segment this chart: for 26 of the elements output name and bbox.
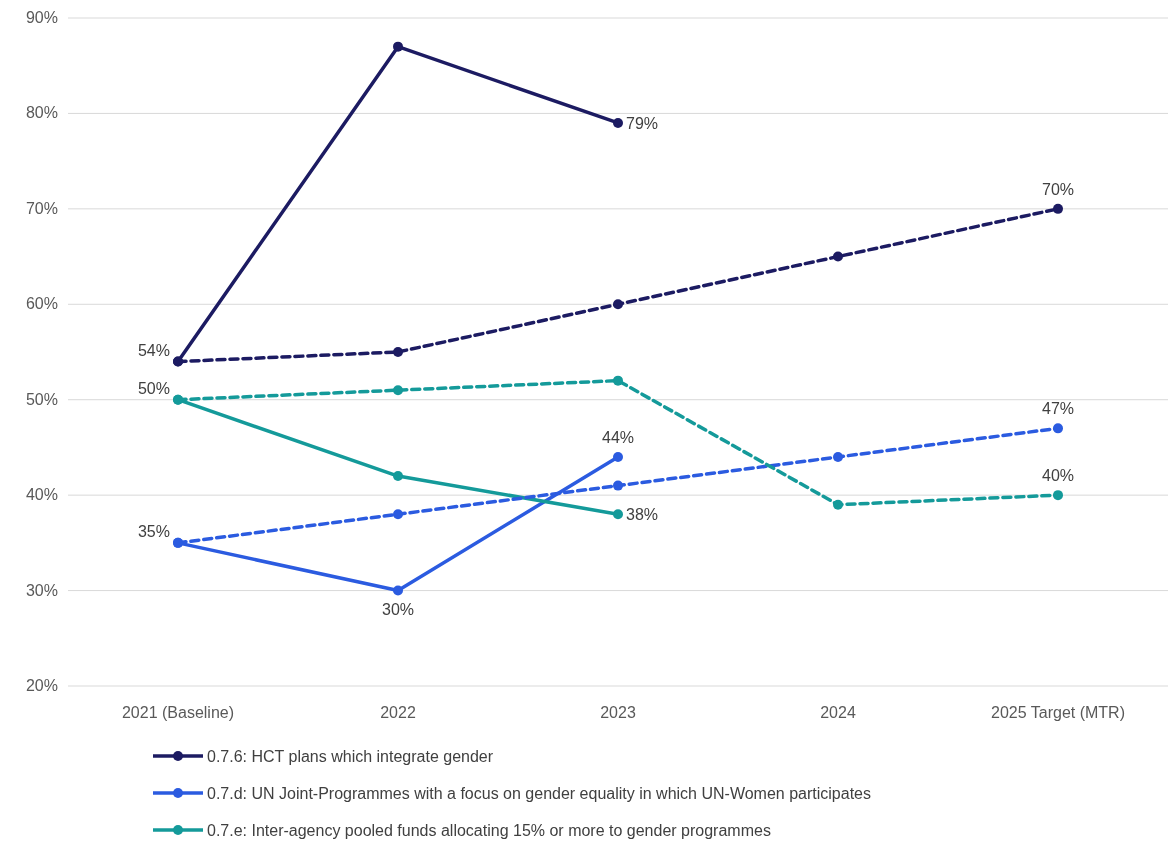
- y-tick-label: 60%: [25, 295, 58, 313]
- y-tick-label: 40%: [25, 486, 58, 504]
- y-tick-label: 90%: [25, 9, 58, 26]
- data-label: 50%: [137, 379, 170, 397]
- y-tick-label: 80%: [25, 104, 58, 122]
- data-label: 47%: [1041, 400, 1075, 418]
- legend-label: 0.7.d: UN Joint-Programmes with a focus on gender equality in which UN-Women participates: [207, 785, 871, 802]
- y-tick-label: 30%: [25, 581, 58, 599]
- x-tick-label: 2022: [380, 704, 416, 721]
- data-label: 79%: [626, 114, 659, 132]
- x-tick-label: 2021 (Baseline): [121, 704, 235, 721]
- y-tick-label: 70%: [25, 199, 58, 217]
- data-label: 54%: [137, 341, 170, 359]
- legend-label: 0.7.e: Inter-agency pooled funds allocating 15% or more to gender programmes: [207, 822, 771, 839]
- y-tick-label: 20%: [25, 677, 58, 694]
- data-label: 30%: [381, 600, 415, 618]
- data-label: 44%: [601, 428, 635, 446]
- x-tick-label: 2025 Target (MTR): [991, 704, 1125, 721]
- y-tick-label: 50%: [25, 390, 58, 408]
- data-label: 70%: [1041, 180, 1075, 198]
- x-tick-label: 2024: [820, 704, 856, 721]
- data-label: 38%: [626, 506, 659, 524]
- data-label: 40%: [1041, 467, 1075, 485]
- legend-label: 0.7.6: HCT plans which integrate gender: [207, 748, 494, 765]
- data-label: 35%: [137, 522, 170, 540]
- x-tick-label: 2023: [600, 704, 636, 721]
